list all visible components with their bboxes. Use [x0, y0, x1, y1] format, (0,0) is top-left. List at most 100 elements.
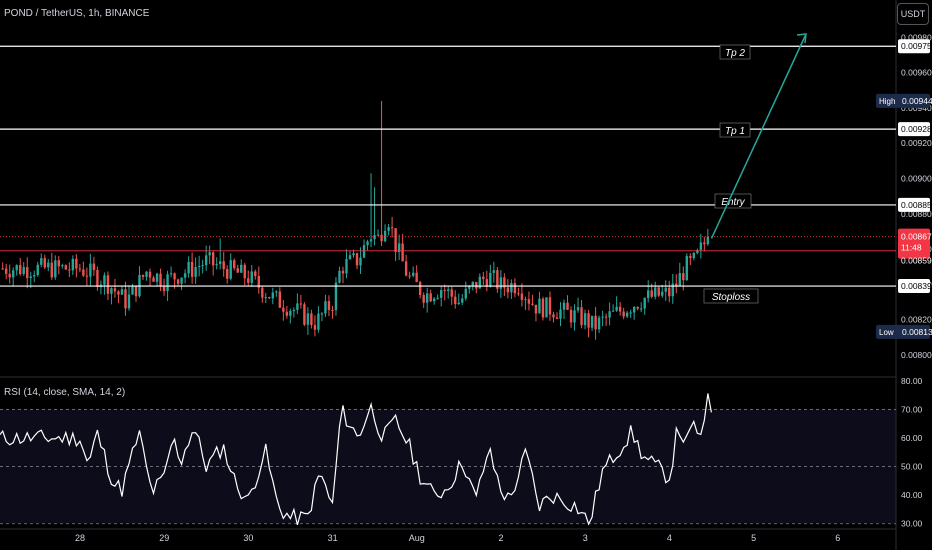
candle-body: [243, 264, 246, 279]
candle-body: [471, 281, 474, 287]
level-label-box: [719, 44, 751, 60]
candle-body: [604, 316, 608, 318]
candle-body: [506, 287, 510, 293]
candle-body: [359, 257, 362, 266]
candle-body: [496, 270, 499, 289]
candle-body: [696, 249, 699, 254]
high-price-tag: [876, 93, 930, 108]
level-price-label: 0.00885: [901, 200, 932, 210]
rsi-indicator-title[interactable]: RSI (14, close, SMA, 14, 2): [4, 387, 126, 398]
candle-body: [4, 268, 8, 274]
candle-body: [96, 269, 99, 287]
candle-body: [650, 290, 653, 297]
candle-body: [29, 276, 32, 278]
rsi-tick-label: 40.00: [901, 490, 923, 500]
candle-body: [85, 275, 89, 277]
candle-body: [155, 273, 159, 282]
candle-body: [176, 279, 180, 284]
candle-body: [303, 304, 306, 325]
candle-body: [657, 287, 660, 296]
level-price-tag: [898, 122, 930, 137]
candle-body: [331, 309, 334, 311]
time-tick-label: 31: [328, 533, 338, 543]
candle-body: [127, 294, 131, 309]
candle-body: [113, 288, 117, 292]
candle-body: [92, 263, 96, 270]
low-price-tag: [876, 324, 930, 339]
candle-body: [608, 311, 611, 318]
price-tick-label: 0.00960: [901, 68, 932, 78]
candle-body: [545, 297, 548, 318]
price-tick-label: 0.00940: [901, 103, 932, 113]
candle-body: [341, 270, 345, 274]
level-price-tag: [898, 279, 930, 294]
candle-body: [411, 272, 415, 276]
candle-body: [348, 255, 352, 259]
candle-body: [636, 307, 639, 309]
candle-body: [408, 275, 411, 277]
time-tick-label: 3: [583, 533, 588, 543]
symbol-title[interactable]: POND / TetherUS, 1h, BINANCE: [4, 8, 150, 19]
candle-body: [36, 264, 39, 276]
candle-body: [454, 296, 457, 305]
level-price-label: 0.00839: [901, 281, 932, 291]
candle-body: [201, 265, 204, 267]
high-tag-label: High: [879, 97, 895, 106]
candle-body: [366, 241, 369, 246]
candle-body: [390, 227, 394, 229]
candle-body: [376, 234, 380, 236]
candle-body: [682, 273, 685, 281]
level-label: Entry: [721, 197, 745, 208]
candle-body: [569, 309, 573, 323]
candle-body: [387, 227, 390, 231]
candle-body: [597, 317, 601, 330]
candle-body: [236, 268, 239, 273]
candle-body: [68, 269, 71, 271]
candle-body: [166, 274, 169, 292]
candle-body: [499, 277, 503, 289]
candle-body: [306, 313, 310, 325]
time-tick-label: 30: [243, 533, 253, 543]
candle-body: [576, 307, 580, 311]
candle-body: [106, 275, 110, 294]
candle-body: [618, 306, 622, 312]
candle-body: [271, 292, 275, 299]
candle-body: [317, 313, 320, 330]
candle-body: [457, 302, 460, 305]
time-tick-label: 28: [75, 533, 85, 543]
candle-body: [40, 258, 43, 265]
candle-body: [615, 306, 618, 311]
candle-body: [222, 261, 225, 270]
time-tick-label: 6: [835, 533, 840, 543]
candle-body: [355, 253, 359, 266]
candle-body: [204, 255, 208, 266]
candle-body: [145, 271, 148, 277]
candle-body: [629, 312, 632, 314]
candle-body: [247, 278, 250, 283]
level-label: Tp 1: [725, 126, 745, 137]
candle-body: [443, 290, 446, 292]
candle-body: [208, 252, 211, 256]
candle-body: [71, 258, 75, 271]
candle-body: [215, 264, 218, 266]
candle-body: [61, 265, 64, 267]
candle-body: [671, 283, 674, 297]
candle-body: [15, 265, 18, 271]
rsi-tick-label: 70.00: [901, 404, 923, 414]
previous-close-label: 0.00859: [901, 256, 932, 266]
candle-body: [261, 287, 264, 298]
candle-body: [513, 283, 517, 294]
candle-body: [397, 243, 401, 253]
candle-body: [538, 298, 541, 314]
candle-body: [380, 234, 383, 242]
candle-body: [197, 265, 201, 267]
candle-body: [429, 293, 432, 302]
candle-body: [639, 308, 643, 310]
candle-body: [110, 288, 113, 294]
currency-button[interactable]: USDT: [897, 3, 929, 25]
candle-body: [275, 291, 278, 293]
candle-body: [268, 297, 271, 299]
candle-body: [383, 230, 387, 242]
candle-body: [264, 297, 268, 299]
